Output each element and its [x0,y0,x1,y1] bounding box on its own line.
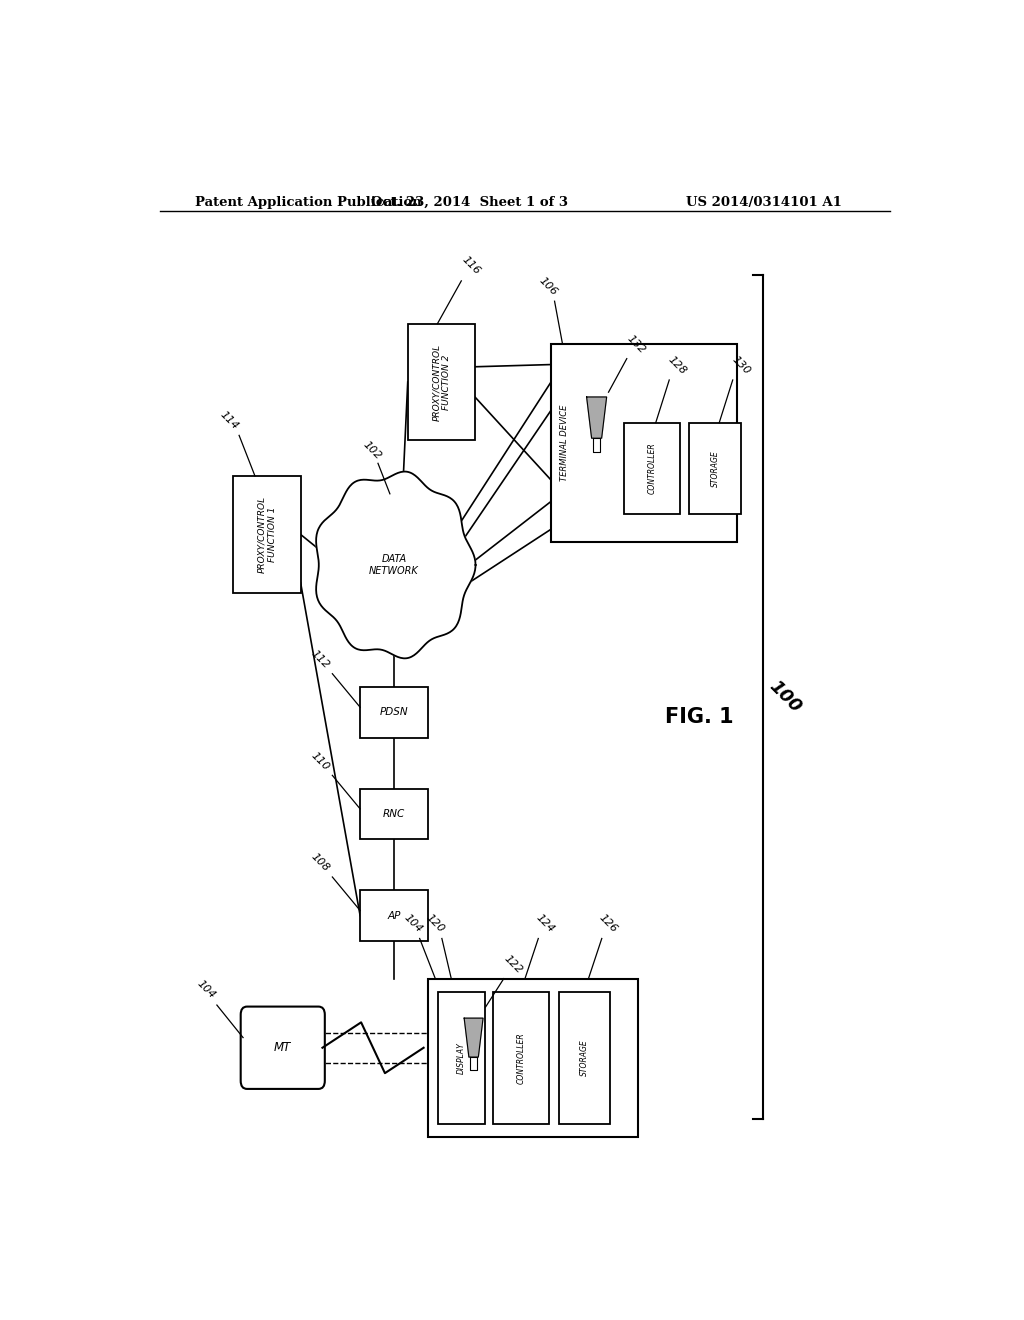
Bar [551,345,737,543]
Text: TERMINAL DEVICE: TERMINAL DEVICE [560,405,569,482]
Polygon shape [470,1057,477,1071]
Bar [558,991,610,1125]
Text: 124: 124 [534,912,556,935]
Text: STORAGE: STORAGE [580,1040,589,1076]
Text: RNC: RNC [383,809,404,818]
Text: 108: 108 [309,851,332,874]
Text: 104: 104 [402,912,424,935]
Bar [360,890,428,941]
Bar [428,979,638,1137]
Polygon shape [464,1018,483,1057]
Text: 122: 122 [502,953,524,975]
Bar [233,477,301,593]
Bar [437,991,485,1125]
Text: Oct. 23, 2014  Sheet 1 of 3: Oct. 23, 2014 Sheet 1 of 3 [371,195,567,209]
Text: 104: 104 [195,978,217,1001]
Polygon shape [587,397,606,438]
Bar [360,686,428,738]
Text: CONTROLLER: CONTROLLER [516,1032,525,1084]
Text: 106: 106 [538,275,559,297]
Text: 110: 110 [309,750,332,772]
Text: 126: 126 [597,912,620,935]
Text: 112: 112 [309,648,332,671]
Text: STORAGE: STORAGE [711,450,720,487]
Text: 100: 100 [766,677,805,717]
Text: 128: 128 [666,355,688,376]
Polygon shape [593,438,600,451]
Text: 132: 132 [626,334,647,355]
Text: 114: 114 [218,409,241,432]
Bar [624,422,680,515]
Text: MT: MT [274,1041,292,1055]
Text: AP: AP [387,911,400,920]
Bar [689,422,741,515]
Bar [360,788,428,840]
Bar [494,991,549,1125]
FancyBboxPatch shape [241,1007,325,1089]
Text: PDSN: PDSN [380,708,409,717]
Text: 130: 130 [729,355,752,376]
Text: DISPLAY: DISPLAY [457,1041,466,1073]
Text: 116: 116 [461,255,482,277]
Text: Patent Application Publication: Patent Application Publication [196,195,422,209]
Text: 120: 120 [424,912,446,935]
Text: DATA
NETWORK: DATA NETWORK [369,554,419,576]
Text: PROXY/CONTROL
FUNCTION 1: PROXY/CONTROL FUNCTION 1 [257,496,276,573]
Text: PROXY/CONTROL
FUNCTION 2: PROXY/CONTROL FUNCTION 2 [432,343,452,421]
Text: FIG. 1: FIG. 1 [665,708,734,727]
Text: US 2014/0314101 A1: US 2014/0314101 A1 [686,195,842,209]
Bar [408,323,475,441]
Text: 102: 102 [360,440,383,461]
Text: CONTROLLER: CONTROLLER [647,442,656,494]
Polygon shape [316,471,475,659]
